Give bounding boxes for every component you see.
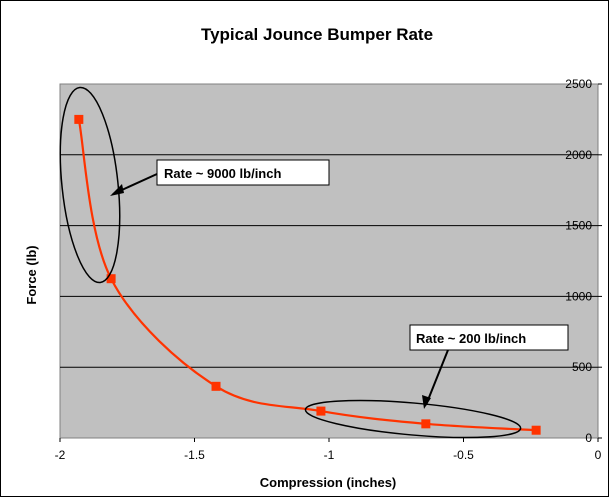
- x-tick-label: -0.5: [453, 448, 474, 462]
- annotation-text-flat: Rate ~ 200 lb/inch: [416, 331, 526, 346]
- y-axis-label: Force (lb): [24, 245, 39, 304]
- annotation-text-steep: Rate ~ 9000 lb/inch: [164, 166, 281, 181]
- annotation-arrowhead-steep: [110, 184, 124, 196]
- y-tick-label: 2500: [565, 77, 592, 91]
- y-tick-labels: 0 500 1000 1500 2000 2500: [565, 77, 592, 445]
- annotation-arrowhead-flat: [422, 395, 431, 409]
- data-point: [211, 381, 221, 391]
- annotation-box-flat: [409, 324, 569, 351]
- x-tick-label: -1.5: [184, 448, 205, 462]
- y-tick-label: 0: [585, 431, 592, 445]
- y-tick-label: 1000: [565, 289, 592, 303]
- series-line: [77, 119, 537, 432]
- annotation-arrow-flat: [425, 349, 449, 406]
- x-tick-label: -1: [324, 448, 335, 462]
- y-tick-label: 2000: [565, 148, 592, 162]
- y-tick-label: 500: [572, 360, 592, 374]
- x-axis-label: Compression (inches): [260, 475, 397, 490]
- chart-title: Typical Jounce Bumper Rate: [201, 25, 433, 44]
- annotation-ellipse-steep: [59, 86, 121, 284]
- plot-area: [59, 83, 599, 439]
- data-point: [531, 425, 541, 435]
- data-point: [316, 406, 326, 416]
- y-tick-label: 1500: [565, 219, 592, 233]
- data-point: [74, 114, 84, 124]
- annotation-ellipse-flat: [304, 399, 522, 439]
- series-layer: [74, 114, 541, 435]
- x-tick-label: 0: [595, 448, 602, 462]
- x-tick-labels: -2 -1.5 -1 -0.5 0: [55, 448, 602, 462]
- data-point: [421, 419, 431, 429]
- x-tick-label: -2: [55, 448, 66, 462]
- annotation-box-steep: [156, 159, 330, 186]
- grid-lines: [59, 83, 602, 442]
- data-point: [106, 274, 116, 284]
